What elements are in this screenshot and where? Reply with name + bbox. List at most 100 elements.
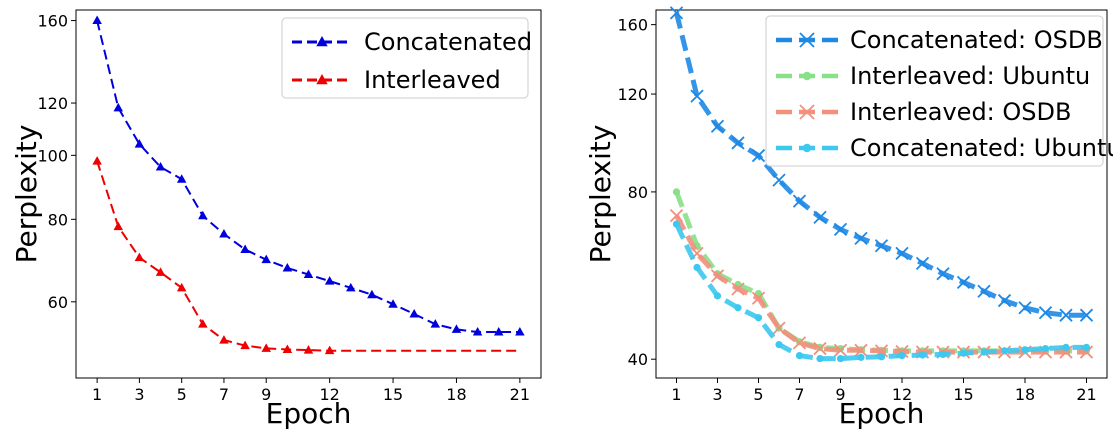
data-point (155, 162, 166, 171)
legend-marker (802, 143, 812, 153)
y-tick-label: 160 (37, 12, 68, 31)
series-4 (672, 220, 1091, 363)
data-point (261, 343, 271, 352)
data-point (915, 256, 930, 270)
data-point (959, 349, 968, 357)
data-point (854, 343, 868, 357)
data-point (324, 276, 335, 285)
data-point (240, 244, 250, 254)
data-point (92, 15, 102, 25)
data-point (833, 343, 848, 357)
legend: Concatenated Interleaved (281, 17, 532, 99)
data-point (113, 102, 124, 112)
x-tick-label: 21 (1076, 385, 1096, 404)
data-point (754, 314, 763, 322)
x-tick-label: 3 (712, 385, 722, 404)
x-axis-label: Epoch (839, 397, 925, 429)
data-point (493, 327, 504, 336)
data-point (977, 284, 991, 298)
y-tick-label: 80 (628, 183, 648, 202)
data-point (303, 269, 314, 278)
data-point (219, 335, 229, 344)
data-point (1082, 343, 1091, 352)
data-point (155, 267, 166, 276)
data-point (92, 156, 102, 165)
data-point (895, 246, 909, 261)
plot-frame (75, 9, 542, 379)
data-point (261, 254, 271, 264)
y-tick-label: 80 (48, 210, 68, 229)
data-point (1018, 301, 1032, 315)
y-axis-label: Perplexity (584, 125, 617, 264)
data-point (792, 194, 807, 208)
data-point (1021, 346, 1029, 354)
x-tick-label: 18 (1015, 385, 1035, 404)
data-point (772, 173, 786, 187)
data-point (1059, 308, 1073, 322)
data-point (515, 327, 525, 336)
data-point (672, 188, 681, 196)
data-point (134, 139, 145, 148)
chart-2: 1 3 5 7 9 12 15 18 21 40 80 120 160 Epoch Perplexity Co… (584, 6, 1113, 429)
data-point (1000, 347, 1009, 355)
x-tick-label: 5 (177, 385, 187, 404)
legend-label: Concatenated: OSDB (850, 26, 1103, 54)
data-point (731, 282, 745, 296)
y-axis-label: Perplexity (10, 125, 43, 264)
x-axis-label: Epoch (266, 397, 352, 429)
x-tick-label: 12 (319, 385, 339, 404)
data-point (836, 354, 845, 363)
plot-frame (655, 9, 1108, 379)
data-point (219, 229, 229, 238)
data-point (693, 263, 701, 272)
y-tick-label: 100 (37, 146, 68, 165)
legend-label: Concatenated: Ubuntu (850, 134, 1113, 162)
data-point (980, 348, 988, 356)
x-tick-label: 7 (219, 385, 229, 404)
data-point (713, 292, 722, 300)
data-point (874, 239, 889, 253)
legend-label: Interleaved: Ubuntu (850, 62, 1090, 90)
data-point (997, 293, 1012, 308)
x-tick-label: 1 (671, 385, 681, 404)
data-point (303, 345, 314, 354)
data-point (775, 340, 783, 349)
legend-label: Concatenated (364, 28, 532, 56)
data-point (956, 275, 971, 289)
data-point (430, 319, 441, 328)
data-point (367, 289, 377, 299)
data-point (795, 351, 804, 360)
data-point (731, 136, 745, 150)
legend: Concatenated: OSDB Interleaved: Ubuntu Int… (765, 15, 1113, 167)
data-point (451, 324, 462, 333)
data-point (792, 336, 807, 350)
data-point (710, 119, 725, 133)
data-point (134, 252, 145, 262)
data-point (113, 221, 124, 231)
data-point (198, 210, 208, 220)
series-3 (669, 209, 1094, 359)
series-1 (669, 6, 1094, 322)
data-point (939, 350, 947, 359)
data-point (282, 263, 293, 272)
data-point (813, 210, 827, 224)
data-point (198, 319, 208, 328)
data-point (898, 351, 906, 360)
y-tick-label: 120 (617, 85, 648, 104)
data-point (734, 304, 742, 312)
legend-marker (316, 36, 328, 47)
data-point (388, 299, 398, 308)
data-point (282, 344, 293, 354)
x-tick-label: 15 (953, 385, 973, 404)
x-tick-label: 7 (794, 385, 804, 404)
data-point (857, 353, 865, 361)
data-point (833, 222, 848, 236)
data-point (936, 267, 950, 281)
data-point (751, 148, 766, 163)
legend-box (765, 15, 1104, 167)
legend-marker (316, 74, 328, 85)
legend-label: Interleaved (364, 66, 501, 94)
data-point (669, 6, 684, 20)
y-tick-label: 120 (37, 94, 68, 113)
